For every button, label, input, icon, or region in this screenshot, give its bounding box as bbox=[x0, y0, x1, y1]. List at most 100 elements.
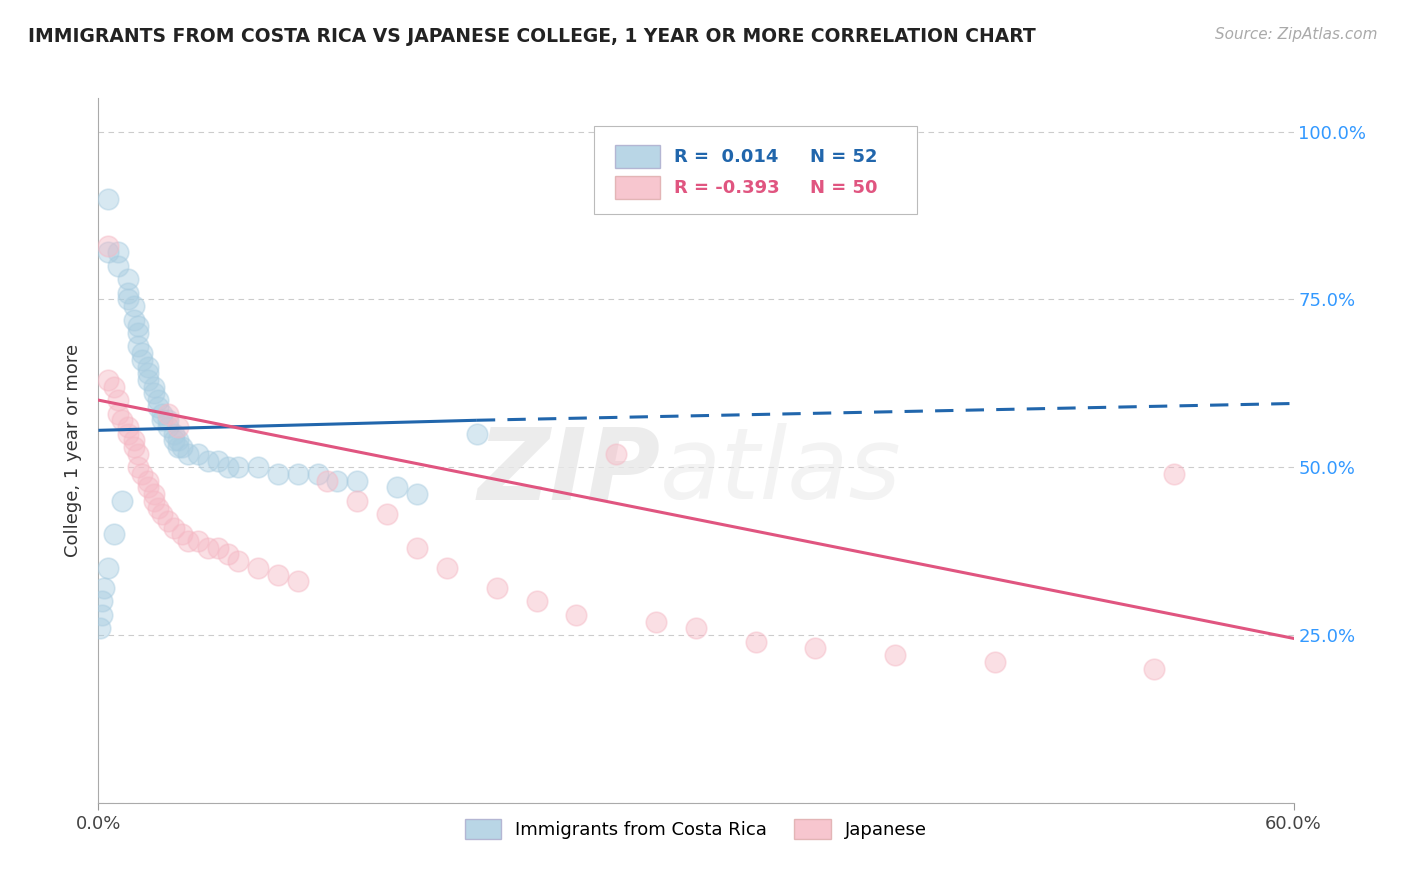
Point bbox=[103, 380, 125, 394]
Point bbox=[136, 373, 159, 387]
Point bbox=[143, 380, 166, 394]
Point bbox=[167, 420, 190, 434]
Point bbox=[163, 426, 186, 441]
Point bbox=[565, 607, 588, 622]
Point bbox=[197, 453, 219, 467]
Point bbox=[136, 480, 159, 494]
Point bbox=[157, 407, 180, 421]
Point bbox=[172, 527, 194, 541]
Text: R = -0.393: R = -0.393 bbox=[675, 178, 780, 196]
Point bbox=[131, 352, 153, 367]
Point bbox=[267, 567, 290, 582]
Point bbox=[485, 581, 508, 595]
Point bbox=[605, 447, 627, 461]
Point bbox=[984, 655, 1007, 669]
Point bbox=[127, 319, 149, 334]
Point bbox=[97, 373, 120, 387]
Point bbox=[1163, 467, 1185, 481]
Point bbox=[217, 548, 239, 562]
Point bbox=[167, 434, 190, 448]
Point bbox=[148, 393, 170, 408]
Point bbox=[97, 561, 120, 575]
Text: ZIP: ZIP bbox=[477, 423, 661, 520]
Point bbox=[346, 493, 368, 508]
Point bbox=[157, 420, 180, 434]
Point bbox=[107, 407, 129, 421]
Point bbox=[346, 474, 368, 488]
Bar bbox=[614, 177, 661, 199]
Point bbox=[465, 426, 488, 441]
Point bbox=[143, 487, 166, 501]
Point bbox=[177, 447, 200, 461]
Point bbox=[117, 420, 139, 434]
Point bbox=[136, 474, 159, 488]
Point bbox=[148, 400, 170, 414]
Point bbox=[226, 460, 249, 475]
Point bbox=[246, 460, 269, 475]
Point bbox=[187, 534, 209, 549]
Point bbox=[406, 541, 429, 555]
Point bbox=[316, 474, 339, 488]
Point bbox=[97, 192, 120, 206]
Point bbox=[117, 426, 139, 441]
Point bbox=[127, 339, 149, 353]
Text: N = 50: N = 50 bbox=[810, 178, 877, 196]
Text: atlas: atlas bbox=[661, 423, 901, 520]
Point bbox=[111, 493, 134, 508]
Point bbox=[150, 413, 173, 427]
Point bbox=[150, 407, 173, 421]
Text: IMMIGRANTS FROM COSTA RICA VS JAPANESE COLLEGE, 1 YEAR OR MORE CORRELATION CHART: IMMIGRANTS FROM COSTA RICA VS JAPANESE C… bbox=[28, 27, 1036, 45]
Point bbox=[167, 440, 190, 454]
Point bbox=[127, 447, 149, 461]
Point bbox=[246, 561, 269, 575]
Point bbox=[1143, 662, 1166, 676]
Point bbox=[124, 312, 146, 326]
Point bbox=[172, 440, 194, 454]
Point bbox=[103, 527, 125, 541]
Point bbox=[157, 514, 180, 528]
Point bbox=[107, 245, 129, 260]
Point bbox=[143, 493, 166, 508]
Point bbox=[267, 467, 290, 481]
Point bbox=[287, 467, 309, 481]
Point bbox=[93, 581, 115, 595]
Point bbox=[375, 507, 398, 521]
Text: R =  0.014: R = 0.014 bbox=[675, 147, 779, 166]
Point bbox=[127, 326, 149, 340]
Point bbox=[124, 440, 146, 454]
Point bbox=[117, 285, 139, 300]
Point bbox=[406, 487, 429, 501]
Point bbox=[526, 594, 548, 608]
Point bbox=[157, 413, 180, 427]
Point bbox=[745, 634, 768, 648]
Point bbox=[163, 521, 186, 535]
Point bbox=[197, 541, 219, 555]
Point bbox=[91, 594, 114, 608]
FancyBboxPatch shape bbox=[595, 127, 917, 214]
Text: N = 52: N = 52 bbox=[810, 147, 877, 166]
Point bbox=[136, 359, 159, 374]
Point bbox=[91, 607, 114, 622]
Point bbox=[287, 574, 309, 589]
Point bbox=[131, 467, 153, 481]
Point bbox=[226, 554, 249, 568]
Point bbox=[326, 474, 349, 488]
Point bbox=[127, 460, 149, 475]
Point bbox=[685, 621, 707, 635]
Point bbox=[645, 615, 668, 629]
Point bbox=[97, 239, 120, 253]
Point bbox=[107, 259, 129, 273]
Point bbox=[124, 434, 146, 448]
Point bbox=[436, 561, 458, 575]
Point bbox=[107, 393, 129, 408]
Point bbox=[89, 621, 111, 635]
Point bbox=[111, 413, 134, 427]
Point bbox=[385, 480, 409, 494]
Point bbox=[117, 293, 139, 307]
Point bbox=[163, 434, 186, 448]
Point bbox=[207, 541, 229, 555]
Point bbox=[131, 346, 153, 360]
Point bbox=[117, 272, 139, 286]
Point bbox=[97, 245, 120, 260]
Point bbox=[177, 534, 200, 549]
